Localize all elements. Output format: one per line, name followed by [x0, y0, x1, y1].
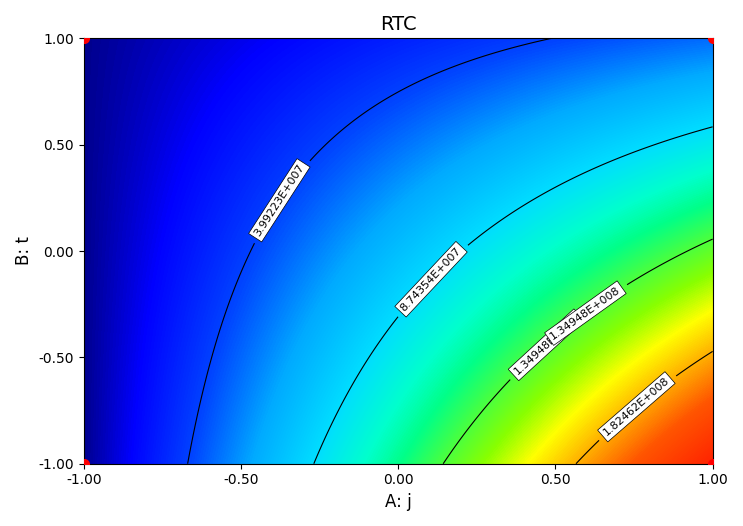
Text: 1.34948E+008: 1.34948E+008 [548, 285, 623, 341]
Text: 1.34948E+008: 1.34948E+008 [512, 313, 580, 377]
Title: RTC: RTC [380, 15, 417, 34]
Text: 1.82462E+008: 1.82462E+008 [602, 376, 671, 438]
Text: 3.99223E+007: 3.99223E+007 [253, 163, 306, 238]
Y-axis label: B: t: B: t [15, 237, 33, 266]
X-axis label: A: j: A: j [385, 493, 412, 511]
Text: 8.74354E+007: 8.74354E+007 [399, 245, 464, 313]
